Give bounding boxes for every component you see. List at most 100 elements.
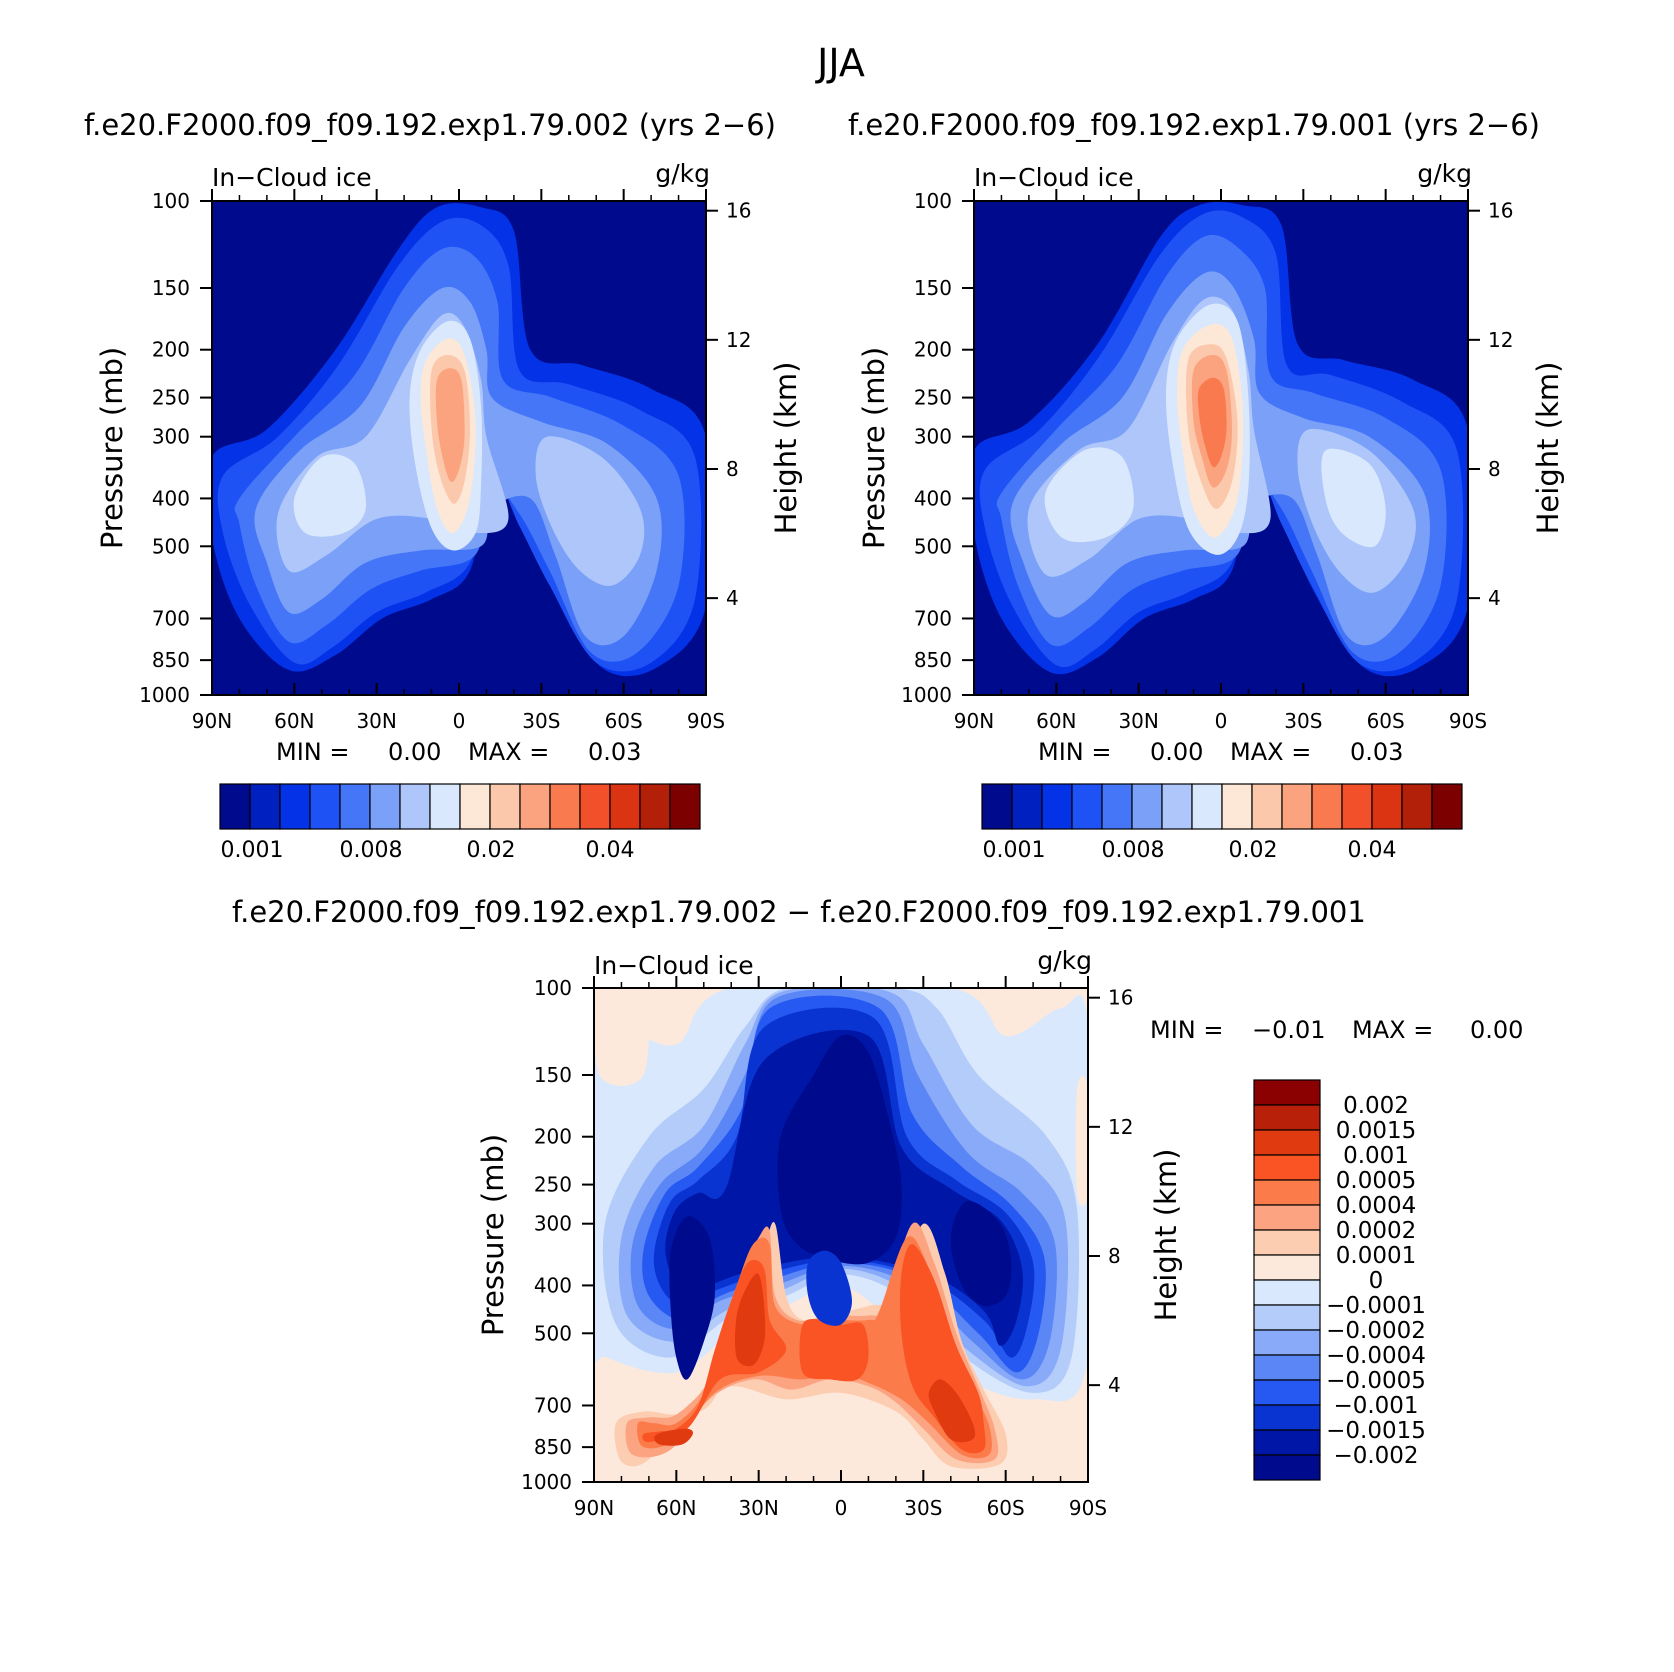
panel-difference-cbar-label-6: 0.0001 (1336, 1243, 1416, 1269)
contour-bt-19 (806, 1250, 852, 1326)
colorbar-swatch-bt-6 (1253, 1229, 1321, 1256)
contour-tr-8 (1321, 448, 1386, 548)
colorbar-swatch-bt-4 (1253, 1179, 1321, 1206)
y-tick-label-tl-3: 250 (152, 386, 190, 410)
y2-tick-label-tl-3: 4 (726, 586, 739, 610)
panel-difference-cbar-label-4: 0.0004 (1336, 1193, 1416, 1219)
panel-top-left-y2label: Height (km) (769, 362, 803, 535)
panel-top-left-cbar-label-2: 0.02 (467, 838, 516, 863)
colorbar-swatch-tl-7 (429, 783, 461, 830)
panel-top-right-max-label: MAX = (1230, 738, 1311, 766)
y-tick-label-tl-1: 150 (152, 276, 190, 300)
colorbar-swatch-bt-15 (1253, 1454, 1321, 1481)
panel-difference-max-value: 0.00 (1470, 1016, 1523, 1044)
y-tick-label-tr-7: 700 (914, 606, 952, 630)
colorbar-swatch-bt-12 (1253, 1379, 1321, 1406)
panel-top-right-units-label: g/kg (1417, 159, 1472, 188)
top-right-case-title: f.e20.F2000.f09_f09.192.exp1.79.001 (yrs… (848, 108, 1540, 142)
y-tick-label-bt-0: 100 (534, 976, 572, 1000)
panel-difference-variable-label: In−Cloud ice (594, 951, 754, 980)
x-tick-label-tl-2: 30N (356, 709, 396, 733)
x-tick-label-tr-3: 0 (1215, 709, 1228, 733)
colorbar-swatch-tl-13 (609, 783, 641, 830)
colorbar-swatch-tl-15 (669, 783, 701, 830)
x-tick-label-tr-5: 60S (1367, 709, 1405, 733)
colorbar-swatch-tl-3 (309, 783, 341, 830)
panel-difference-contours (594, 988, 1088, 1469)
panel-top-right-cbar-label-3: 0.04 (1348, 838, 1397, 863)
panel-top-right-y2label: Height (km) (1531, 362, 1565, 535)
panel-difference-cbar-label-9: −0.0002 (1326, 1318, 1426, 1344)
panel-difference-min-label: MIN = (1150, 1016, 1223, 1044)
panel-top-left-max-value: 0.03 (588, 738, 641, 766)
colorbar-swatch-tl-10 (519, 783, 551, 830)
panel-top-right-min-value: 0.00 (1150, 738, 1203, 766)
contour-bt-18 (928, 1379, 976, 1443)
colorbar-swatch-tr-4 (1101, 783, 1133, 830)
colorbar-swatch-tl-14 (639, 783, 671, 830)
y-tick-label-tl-6: 500 (152, 534, 190, 558)
y2-tick-label-tl-0: 16 (726, 199, 751, 223)
x-tick-label-tr-6: 90S (1449, 709, 1487, 733)
contour-bt-7 (777, 1034, 902, 1265)
panel-top-left-variable-label: In−Cloud ice (212, 163, 372, 192)
colorbar-swatch-tr-9 (1251, 783, 1283, 830)
x-tick-label-bt-3: 0 (835, 1496, 848, 1520)
x-tick-label-tr-4: 30S (1284, 709, 1322, 733)
panel-difference-cbar-label-14: −0.002 (1333, 1443, 1418, 1469)
y-tick-label-tl-4: 300 (152, 425, 190, 449)
colorbar-swatch-bt-3 (1253, 1154, 1321, 1181)
panel-top-right-min-label: MIN = (1038, 738, 1111, 766)
panel-top-left-cbar-label-3: 0.04 (586, 838, 635, 863)
colorbar-swatch-tr-5 (1131, 783, 1163, 830)
panel-top-right-axes: 90N 60N 30N 0 30S 60S 90S 100 150 200 250 300 400 500… (901, 189, 1513, 733)
panel-top-right-max-value: 0.03 (1350, 738, 1403, 766)
y-tick-label-tr-0: 100 (914, 189, 952, 213)
y-tick-label-tr-9: 1000 (901, 683, 952, 707)
colorbar-swatch-tr-6 (1161, 783, 1193, 830)
colorbar-swatch-tl-12 (579, 783, 611, 830)
colorbar-swatch-tl-9 (489, 783, 521, 830)
y2-tick-label-tr-1: 12 (1488, 328, 1513, 352)
x-tick-label-bt-5: 60S (987, 1496, 1025, 1520)
contour-bt-15 (899, 1244, 986, 1454)
panel-difference-units-label: g/kg (1037, 946, 1092, 975)
colorbar-swatch-bt-2 (1253, 1129, 1321, 1156)
x-tick-label-tr-1: 60N (1036, 709, 1076, 733)
contour-bt-20 (594, 988, 649, 1086)
panel-top-left-min-value: 0.00 (388, 738, 441, 766)
colorbar-swatch-bt-1 (1253, 1104, 1321, 1131)
contour-bt-8 (669, 1216, 716, 1380)
x-tick-label-bt-0: 90N (574, 1496, 614, 1520)
panel-difference-cbar-label-11: −0.0005 (1326, 1368, 1426, 1394)
colorbar-swatch-tl-0 (219, 783, 251, 830)
panel-top-right-variable-label: In−Cloud ice (974, 163, 1134, 192)
y-tick-label-bt-4: 300 (534, 1212, 572, 1236)
panel-top-right-contours (974, 202, 1468, 677)
y-tick-label-tl-0: 100 (152, 189, 190, 213)
colorbar-swatch-bt-8 (1253, 1279, 1321, 1306)
colorbar-swatch-bt-9 (1253, 1304, 1321, 1331)
x-tick-label-tl-1: 60N (274, 709, 314, 733)
panel-difference-axes: 90N 60N 30N 0 30S 60S 90S 100 150 200 250 300 400 500… (521, 976, 1133, 1520)
x-tick-label-tl-4: 30S (522, 709, 560, 733)
contour-tl-5 (535, 436, 645, 586)
contour-bt-16 (654, 1428, 694, 1446)
y-tick-label-tr-6: 500 (914, 534, 952, 558)
x-tick-label-tl-5: 60S (605, 709, 643, 733)
colorbar-swatch-tr-12 (1341, 783, 1373, 830)
panel-difference-cbar-label-2: 0.001 (1343, 1143, 1409, 1169)
panel-top-left-plot-area (212, 201, 706, 695)
colorbar-swatch-bt-5 (1253, 1204, 1321, 1231)
panel-difference-cbar-label-7: 0 (1369, 1268, 1384, 1294)
panel-top-left-min-label: MIN = (276, 738, 349, 766)
colorbar-swatch-tr-3 (1071, 783, 1103, 830)
x-tick-label-tl-0: 90N (192, 709, 232, 733)
panel-top-left: In−Cloud ice g/kg 90N 60N 30N 0 30S 60S 90S 100… (95, 159, 803, 863)
colorbar-swatch-tr-14 (1401, 783, 1433, 830)
panel-top-right-plot-area (974, 201, 1468, 695)
top-left-case-title: f.e20.F2000.f09_f09.192.exp1.79.002 (yrs… (84, 108, 776, 142)
y2-tick-label-tr-3: 4 (1488, 586, 1501, 610)
panel-difference-ylabel: Pressure (mb) (476, 1134, 510, 1336)
